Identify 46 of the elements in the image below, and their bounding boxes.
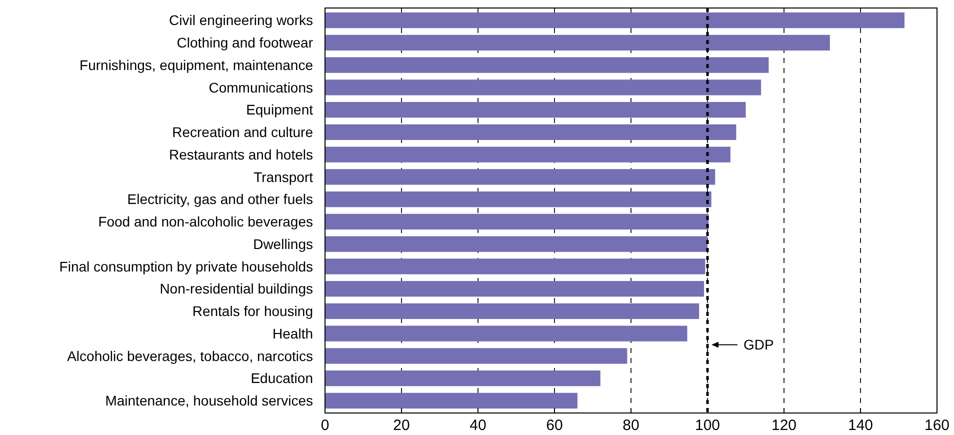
x-tick-label: 20	[393, 417, 410, 434]
x-tick-label: 160	[924, 417, 950, 434]
y-tick-label: Clothing and footwear	[176, 34, 314, 51]
bar	[325, 370, 600, 386]
y-tick-label: Food and non-alcoholic beverages	[98, 214, 313, 230]
bar	[325, 191, 712, 208]
y-tick-label: Rentals for housing	[192, 303, 313, 320]
y-tick-label: Equipment	[246, 102, 314, 118]
bar	[325, 80, 762, 96]
bar	[325, 57, 769, 73]
bar	[325, 258, 706, 274]
x-tick-label: 0	[320, 417, 330, 434]
y-tick-label: Health	[272, 325, 313, 342]
y-tick-label: Electricity, gas and other fuels	[127, 191, 313, 208]
bar	[325, 280, 704, 297]
bar	[325, 102, 746, 118]
y-tick-label: Final consumption by private households	[59, 258, 313, 274]
x-tick-label: 40	[470, 417, 486, 434]
y-tick-label: Education	[250, 370, 313, 386]
y-tick-label: Maintenance, household services	[105, 392, 313, 409]
bar	[325, 303, 700, 320]
x-tick-label: 60	[546, 417, 563, 434]
bar	[325, 169, 716, 185]
bar	[325, 392, 578, 409]
x-tick-label: 140	[848, 417, 874, 434]
x-tick-label: 100	[694, 417, 720, 434]
y-tick-label: Civil engineering works	[169, 12, 313, 28]
y-tick-label: Recreation and culture	[172, 124, 314, 140]
y-tick-label: Dwellings	[253, 236, 313, 252]
x-tick-label: 120	[771, 417, 797, 434]
bar	[325, 348, 628, 364]
bar	[325, 214, 709, 230]
y-tick-label: Non-residential buildings	[160, 280, 313, 297]
bar	[325, 12, 904, 28]
y-tick-label: Transport	[254, 168, 314, 185]
ref-line-label: GDP	[744, 336, 774, 353]
bar	[325, 326, 688, 342]
y-tick-label: Furnishings, equipment, maintenance	[80, 56, 314, 73]
x-tick-label: 80	[622, 417, 640, 434]
y-tick-label: Alcoholic beverages, tobacco, narcotics	[67, 348, 313, 364]
bar	[325, 34, 830, 51]
y-tick-label: Communications	[208, 79, 313, 96]
bar	[325, 124, 736, 140]
y-tick-label: Restaurants and hotels	[169, 146, 313, 162]
bar	[325, 236, 708, 252]
bar	[325, 146, 730, 162]
